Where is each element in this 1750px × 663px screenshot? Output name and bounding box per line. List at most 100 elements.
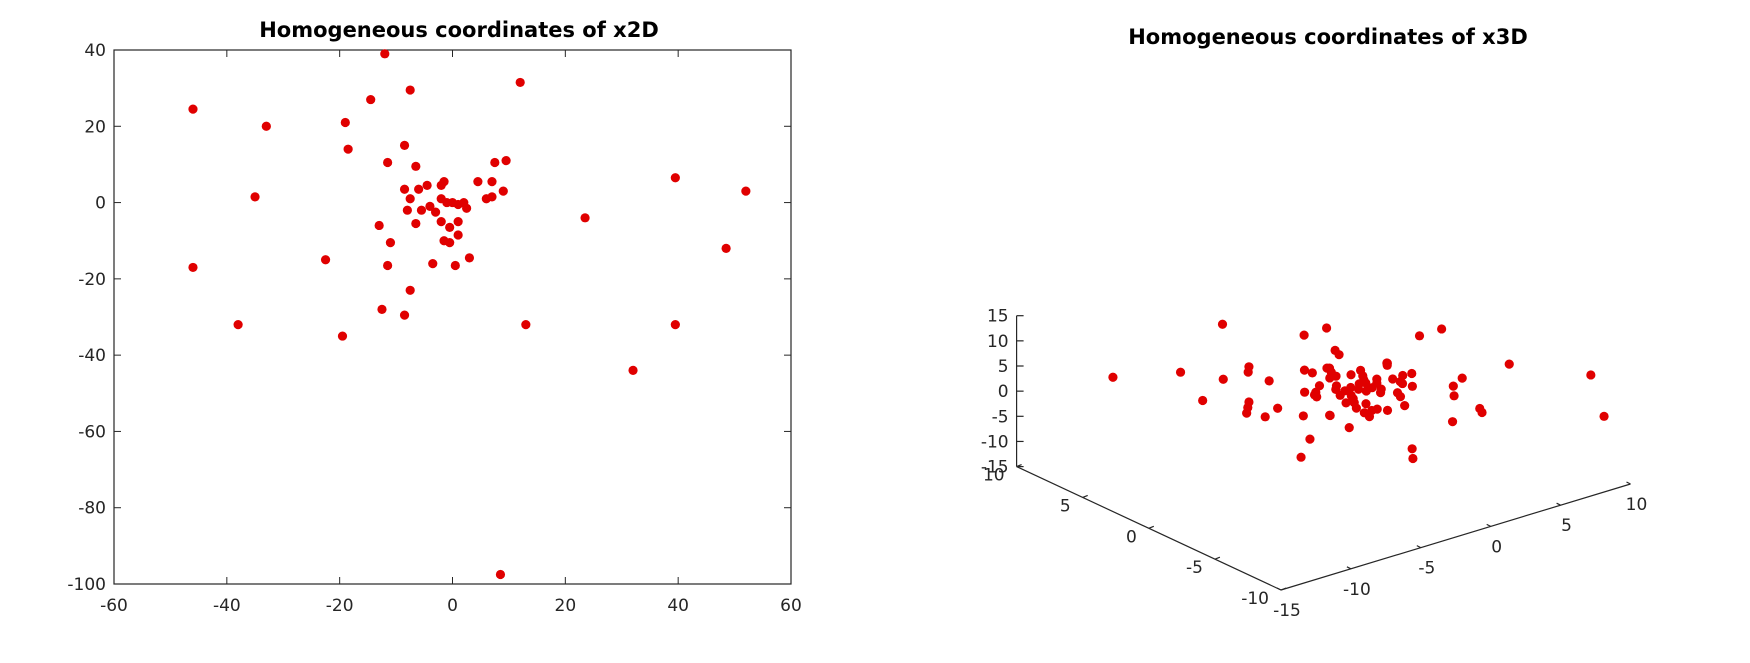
x3d-data-point: [1361, 386, 1371, 396]
x3d-data-point: [1299, 330, 1309, 340]
x3d-data-point: [1407, 381, 1417, 391]
x3d-data-point: [1299, 365, 1310, 375]
x2d-xtick-label: 20: [555, 596, 577, 616]
x3d-ztick-label: -15: [981, 458, 1009, 478]
x2d-ytick-label: -80: [78, 499, 106, 519]
x3d-data-point: [1298, 411, 1308, 421]
x2d-data-point: [411, 218, 421, 229]
x2d-data-point: [670, 173, 680, 183]
x3d-data-point: [1305, 434, 1315, 444]
x3d-data-point: [1244, 362, 1254, 372]
x2d-data-point: [383, 260, 393, 271]
x3d-data-point: [1400, 401, 1410, 411]
x3d-data-point: [1346, 382, 1356, 393]
x3d-data-point: [1392, 388, 1403, 398]
x3d-data-point: [1382, 405, 1393, 416]
x3d-data-point: [1447, 417, 1458, 427]
x3d-data-point: [1344, 423, 1354, 433]
x3d-ytick-label: -5: [1186, 558, 1203, 578]
x3d-ytick-label: 10: [983, 466, 1005, 486]
x2d-data-point: [366, 94, 376, 105]
x3d-data-point: [1414, 331, 1425, 341]
x2d-data-point: [628, 365, 638, 375]
x3d-ztick-label: -10: [981, 432, 1009, 452]
x3d-xtick-label: -15: [1273, 601, 1301, 621]
x3d-xtick-mark: [1626, 481, 1631, 485]
x3d-data-point: [1217, 319, 1228, 329]
x2d-data-point: [411, 161, 421, 171]
x2d-xtick-label: 60: [780, 596, 802, 616]
x2d-ticks: -60 -40 -20 0 20 40 60 -100 -80 -60 -40 -20 0 20 40: [67, 41, 801, 616]
x2d-data-point: [439, 176, 449, 187]
x2d-data-point: [490, 157, 500, 168]
x3d-scatter-chart: Homogeneous coordinates of x3D -15-10-50…: [981, 25, 1648, 621]
x2d-data-point: [405, 194, 415, 204]
x3d-xtick-label: 10: [1626, 495, 1648, 515]
x3d-ztick-label: 5: [998, 357, 1009, 377]
x2d-data-point: [445, 238, 455, 248]
x3d-data-point: [1408, 453, 1418, 464]
x3d-data-point: [1325, 410, 1335, 420]
x3d-data-point: [1449, 391, 1459, 401]
x3d-data-point: [1348, 393, 1358, 404]
x3d-data-point: [1376, 384, 1386, 394]
x2d-data-point: [436, 217, 446, 227]
x2d-data-point: [721, 243, 731, 253]
x3d-data-point: [1198, 395, 1208, 406]
x3d-data-point: [1296, 452, 1306, 462]
x3d-data-point: [1359, 375, 1369, 385]
x3d-data-point: [1218, 374, 1228, 384]
x2d-ytick-label: 0: [95, 194, 106, 214]
x3d-data-point: [1325, 373, 1335, 383]
x3d-data-point: [1448, 381, 1458, 391]
x3d-xtick-label: 0: [1491, 537, 1502, 557]
x3d-data-point: [1395, 377, 1405, 387]
x3d-ytick-mark: [1148, 525, 1155, 529]
x3d-data-point: [1599, 411, 1609, 421]
x2d-data-point: [473, 176, 483, 187]
x3d-data-point: [1312, 392, 1322, 402]
x2d-data-point: [250, 192, 260, 202]
x2d-data-point: [580, 213, 590, 223]
x2d-data-point: [402, 205, 412, 215]
x3d-data-point: [1477, 407, 1487, 418]
x3d-data-point: [1346, 370, 1356, 380]
x2d-data-point: [416, 205, 427, 215]
x2d-data-point: [495, 569, 506, 580]
x3d-x-axis-line: [1280, 483, 1631, 591]
x3d-data-point: [1264, 376, 1274, 386]
x3d-xtick-mark: [1486, 523, 1491, 527]
x2d-data-point: [425, 201, 435, 211]
x2d-data-point: [422, 180, 432, 191]
x3d-data-point: [1353, 384, 1364, 394]
x2d-data-point: [515, 77, 525, 88]
x2d-data-point: [445, 222, 455, 232]
x3d-data-point: [1314, 381, 1325, 391]
x2d-data-point: [501, 156, 511, 166]
x3d-ztick-label: 0: [998, 382, 1009, 402]
x3d-data-point: [1437, 324, 1447, 334]
x3d-data-point: [1504, 359, 1514, 369]
x3d-data-point: [1175, 367, 1186, 377]
x2d-data-point: [261, 121, 271, 131]
x2d-ytick-label: -100: [67, 575, 106, 595]
x3d-data-point: [1243, 402, 1253, 413]
x3d-data-point: [1586, 370, 1596, 380]
x2d-data-point: [233, 320, 243, 330]
x2d-data-point: [383, 157, 393, 168]
x2d-data-point: [405, 285, 415, 295]
x2d-data-point: [343, 144, 353, 154]
x2d-data-point: [399, 140, 410, 150]
x3d-points: [1108, 319, 1609, 464]
x3d-data-point: [1331, 384, 1341, 395]
x3d-data-point: [1307, 368, 1317, 378]
x2d-data-point: [385, 238, 396, 248]
x2d-data-point: [487, 192, 497, 202]
x2d-scatter-chart: Homogeneous coordinates of x2D -60 -40 -20…: [67, 18, 801, 616]
x2d-ytick-label: 40: [84, 41, 106, 61]
x3d-data-point: [1367, 405, 1377, 416]
x2d-data-point: [521, 320, 531, 330]
x3d-ytick-label: -10: [1241, 589, 1269, 609]
